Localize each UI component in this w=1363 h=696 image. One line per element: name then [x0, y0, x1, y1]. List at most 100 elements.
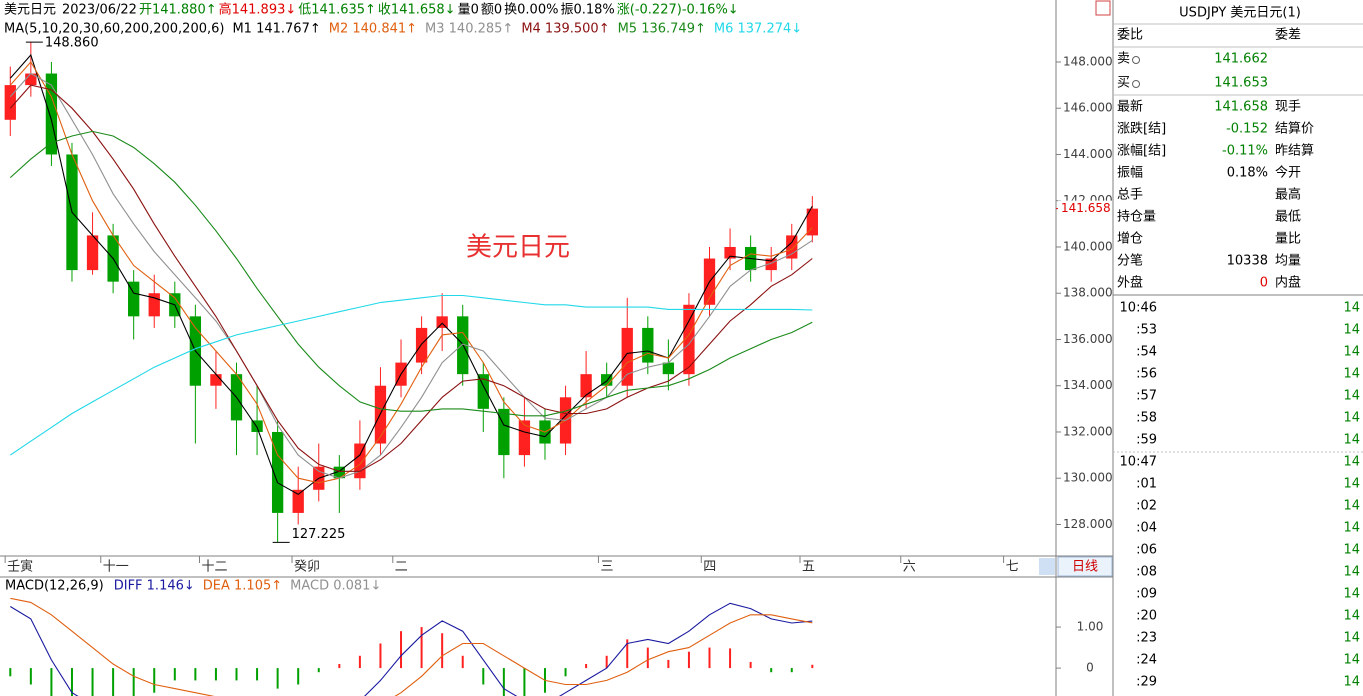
- annotation: 148.860: [45, 36, 99, 51]
- quote-label: 量比: [1275, 232, 1301, 247]
- quote-label: 结算价: [1275, 122, 1314, 137]
- tick-time: :23: [1136, 631, 1157, 646]
- candle-body: [580, 374, 592, 398]
- quote-label: 卖: [1117, 52, 1130, 67]
- y-tick-label: 148.000: [1063, 54, 1113, 68]
- legend-entry: M2 140.841↑: [329, 22, 417, 37]
- quote-value: -0.152: [1226, 122, 1268, 137]
- candle-body: [4, 85, 16, 120]
- tick-volume: 14: [1343, 631, 1360, 646]
- tick-volume: 14: [1343, 653, 1360, 668]
- tick-time: :24: [1136, 653, 1157, 668]
- header-item: 振0.18%: [560, 3, 614, 18]
- candle-body: [436, 316, 448, 328]
- legend-entry: M3 140.285↑: [425, 22, 513, 37]
- candle-body: [210, 374, 222, 386]
- tick-volume: 14: [1343, 609, 1360, 624]
- macd-line: [10, 602, 813, 696]
- ma-title: MA(5,10,20,30,60,200,200,200,6): [4, 22, 224, 37]
- legend-entry: M5 136.749↑: [618, 22, 706, 37]
- ma-line: [9, 84, 813, 472]
- tick-volume: 14: [1343, 565, 1360, 580]
- tick-volume: 14: [1343, 345, 1360, 360]
- candle-body: [292, 489, 304, 513]
- tick-time: :54: [1136, 345, 1157, 360]
- settings-icon[interactable]: [1095, 0, 1111, 16]
- quote-label: 买: [1117, 76, 1130, 91]
- ma-line: [9, 61, 813, 484]
- quote-value: 141.658: [1214, 100, 1268, 115]
- quote-label: 涨幅[结]: [1117, 144, 1166, 159]
- candle-body: [333, 466, 345, 479]
- last-price-label: 141.658: [1061, 201, 1111, 215]
- candle-body: [148, 293, 160, 317]
- tick-time: :08: [1136, 565, 1157, 580]
- candle-body: [724, 246, 736, 259]
- quote-value: 10338: [1227, 254, 1268, 269]
- x-tick-label: 二: [395, 560, 408, 575]
- tick-volume: 14: [1343, 411, 1360, 426]
- ma-line: [9, 130, 813, 417]
- quote-label: 最高: [1275, 187, 1301, 203]
- quote-value: 0: [1260, 276, 1268, 291]
- quote-label: 委差: [1275, 28, 1301, 43]
- y-tick-label: 136.000: [1063, 332, 1113, 346]
- legend-entry: M1 141.767↑: [232, 22, 320, 37]
- candle-body: [683, 304, 695, 375]
- candle-body: [251, 420, 263, 432]
- header-item: 换0.00%: [504, 3, 558, 18]
- price-pane: [4, 42, 818, 543]
- header-item: 收141.658↓: [378, 3, 456, 18]
- tick-volume: 14: [1343, 521, 1360, 536]
- y-tick-label: 130.000: [1063, 471, 1113, 485]
- period-tab[interactable]: [1057, 556, 1113, 577]
- candle-body: [477, 374, 489, 409]
- tick-volume: 14: [1343, 587, 1360, 602]
- quote-label: 最低: [1275, 210, 1301, 225]
- quote-label: 最新: [1117, 99, 1143, 115]
- candle-body: [498, 408, 510, 456]
- legend-entry: M6 137.274↓: [714, 22, 802, 37]
- last-price-box: [1058, 200, 1112, 217]
- tick-volume: 14: [1343, 367, 1360, 382]
- candle-body: [86, 235, 99, 271]
- quote-label: 现手: [1275, 100, 1301, 115]
- quote-label: 振幅: [1117, 166, 1143, 181]
- candle-body: [415, 327, 428, 363]
- header-item: 高141.893↓: [219, 2, 297, 18]
- tick-volume: 14: [1343, 499, 1360, 514]
- period-tab-label[interactable]: 日线: [1072, 560, 1098, 575]
- quote-value: 141.653: [1214, 76, 1268, 91]
- quote-label: 分笔: [1117, 253, 1143, 269]
- tick-time: :58: [1136, 411, 1157, 426]
- quote-label: 总手: [1117, 188, 1143, 203]
- info-icon: [1132, 56, 1141, 64]
- tick-volume: 14: [1343, 455, 1360, 470]
- scroll-button[interactable]: [1039, 558, 1055, 575]
- header-item: 涨(-0.227)-0.16%↓: [617, 3, 739, 18]
- x-tick-label: 五: [802, 560, 815, 575]
- x-tick-label: 十一: [103, 560, 129, 575]
- quote-label: 增仓: [1117, 232, 1143, 247]
- y-tick-label: 134.000: [1063, 378, 1113, 392]
- y-tick-label: 138.000: [1063, 286, 1113, 300]
- candle-body: [765, 258, 777, 271]
- tick-volume: 14: [1343, 543, 1360, 558]
- y-tick-label: 128.000: [1063, 517, 1113, 531]
- quote-label: 昨结算: [1275, 144, 1314, 159]
- legend-entry: DEA 1.105↑: [203, 579, 282, 594]
- quote-label: 涨跌[结]: [1117, 121, 1166, 137]
- y-tick-label: 146.000: [1063, 101, 1113, 115]
- macd-pane: [9, 598, 814, 696]
- candle-body: [45, 73, 58, 155]
- tick-time: :53: [1136, 323, 1157, 338]
- quote-label: 内盘: [1275, 275, 1301, 291]
- tick-time: 10:47: [1120, 455, 1157, 470]
- candle-body: [25, 73, 37, 86]
- tick-volume: 14: [1343, 323, 1360, 338]
- quote-value: 141.662: [1214, 52, 1268, 67]
- info-icon: [1132, 80, 1141, 88]
- candle-body: [518, 420, 531, 456]
